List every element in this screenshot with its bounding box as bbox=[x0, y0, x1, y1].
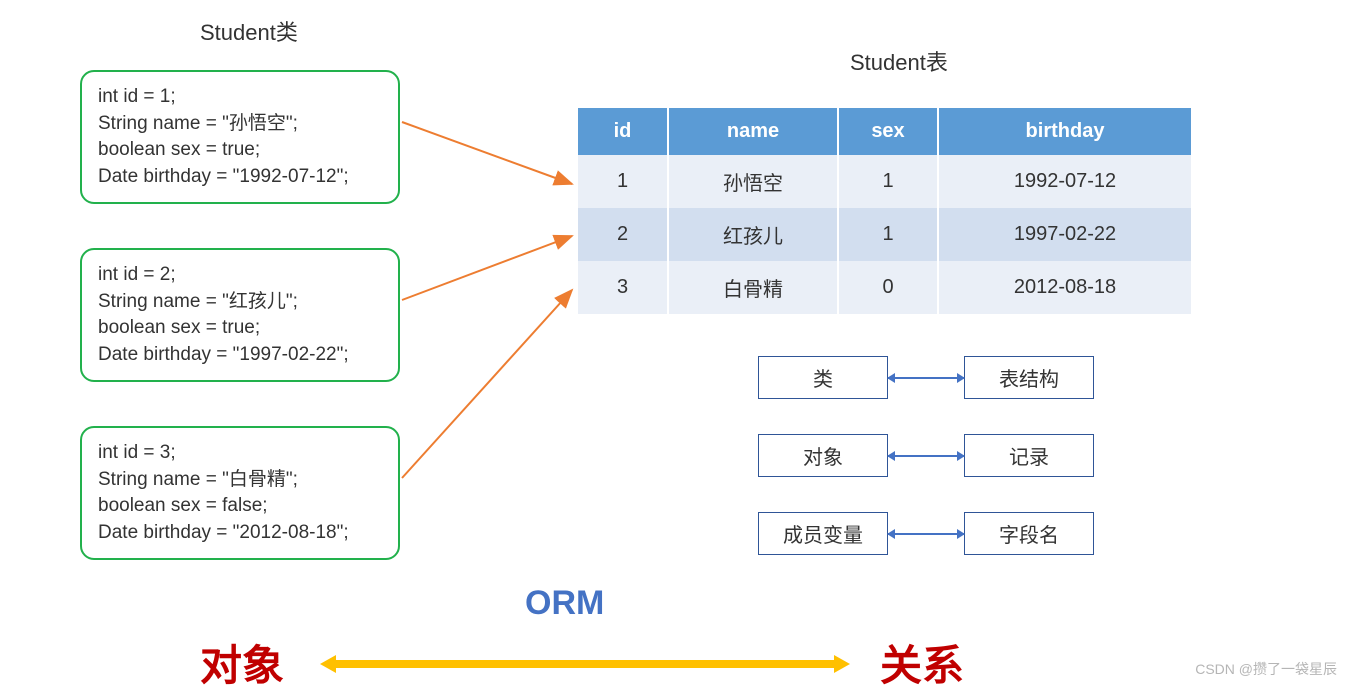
code-line: int id = 1; bbox=[98, 84, 382, 111]
code-line: boolean sex = true; bbox=[98, 315, 382, 342]
cell: 1 bbox=[578, 155, 668, 208]
object-instance-2: int id = 2; String name = "红孩儿"; boolean… bbox=[80, 248, 400, 382]
code-line: int id = 2; bbox=[98, 262, 382, 289]
bottom-bidir-arrow-icon bbox=[320, 657, 850, 671]
cell: 2 bbox=[578, 208, 668, 261]
bidir-arrow-icon bbox=[888, 533, 964, 535]
cell: 1 bbox=[838, 208, 938, 261]
cell: 3 bbox=[578, 261, 668, 314]
cell: 1997-02-22 bbox=[938, 208, 1191, 261]
mapping-right: 字段名 bbox=[964, 512, 1094, 555]
mapping-right: 表结构 bbox=[964, 356, 1094, 399]
class-title: Student类 bbox=[200, 15, 298, 47]
object-instance-3: int id = 3; String name = "白骨精"; boolean… bbox=[80, 426, 400, 560]
table-row: 1 孙悟空 1 1992-07-12 bbox=[578, 155, 1191, 208]
cell: 2012-08-18 bbox=[938, 261, 1191, 314]
bidir-arrow-icon bbox=[888, 455, 964, 457]
mapping-left: 成员变量 bbox=[758, 512, 888, 555]
col-header-id: id bbox=[578, 108, 668, 155]
mapping-left: 类 bbox=[758, 356, 888, 399]
code-line: int id = 3; bbox=[98, 440, 382, 467]
mapping-member-field: 成员变量 字段名 bbox=[758, 512, 1094, 555]
student-table: id name sex birthday 1 孙悟空 1 1992-07-12 … bbox=[578, 108, 1191, 314]
cell: 1 bbox=[838, 155, 938, 208]
table-row: 2 红孩儿 1 1997-02-22 bbox=[578, 208, 1191, 261]
code-line: String name = "孙悟空"; bbox=[98, 111, 382, 138]
cell: 红孩儿 bbox=[668, 208, 838, 261]
watermark: CSDN @攒了一袋星辰 bbox=[1195, 659, 1337, 679]
code-line: Date birthday = "1997-02-22"; bbox=[98, 342, 382, 369]
table-title: Student表 bbox=[850, 45, 948, 77]
code-line: String name = "白骨精"; bbox=[98, 467, 382, 494]
code-line: boolean sex = false; bbox=[98, 493, 382, 520]
code-line: boolean sex = true; bbox=[98, 137, 382, 164]
code-line: String name = "红孩儿"; bbox=[98, 289, 382, 316]
cell: 白骨精 bbox=[668, 261, 838, 314]
col-header-sex: sex bbox=[838, 108, 938, 155]
code-line: Date birthday = "2012-08-18"; bbox=[98, 520, 382, 547]
table-header-row: id name sex birthday bbox=[578, 108, 1191, 155]
cell: 1992-07-12 bbox=[938, 155, 1191, 208]
bottom-object-label: 对象 bbox=[200, 632, 284, 693]
cell: 0 bbox=[838, 261, 938, 314]
orm-label: ORM bbox=[525, 584, 604, 623]
bidir-arrow-icon bbox=[888, 377, 964, 379]
mapping-class-table: 类 表结构 bbox=[758, 356, 1094, 399]
bottom-relation-label: 关系 bbox=[880, 632, 964, 693]
table-row: 3 白骨精 0 2012-08-18 bbox=[578, 261, 1191, 314]
mapping-left: 对象 bbox=[758, 434, 888, 477]
col-header-name: name bbox=[668, 108, 838, 155]
code-line: Date birthday = "1992-07-12"; bbox=[98, 164, 382, 191]
col-header-birthday: birthday bbox=[938, 108, 1191, 155]
cell: 孙悟空 bbox=[668, 155, 838, 208]
mapping-object-record: 对象 记录 bbox=[758, 434, 1094, 477]
object-instance-1: int id = 1; String name = "孙悟空"; boolean… bbox=[80, 70, 400, 204]
mapping-right: 记录 bbox=[964, 434, 1094, 477]
